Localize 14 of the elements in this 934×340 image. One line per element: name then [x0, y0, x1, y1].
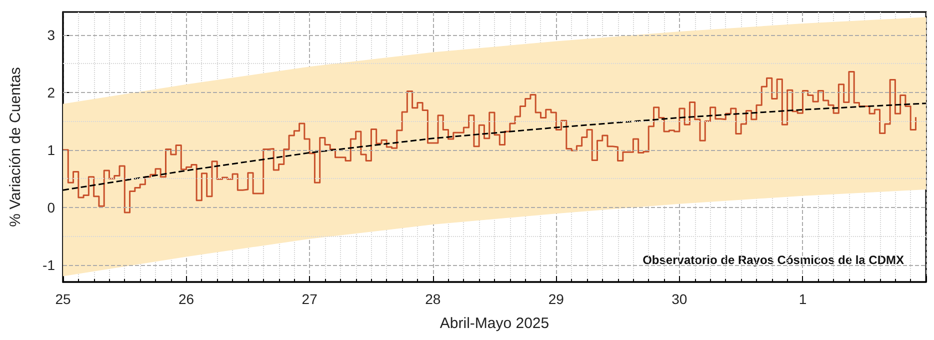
x-tick-label: 25 — [55, 291, 71, 307]
x-tick-label: 26 — [178, 291, 194, 307]
x-tick-label: 30 — [672, 291, 688, 307]
y-axis-title: % Variación de Cuentas — [7, 67, 24, 227]
y-tick-label: 1 — [47, 142, 56, 158]
y-tick-label: 2 — [47, 84, 56, 100]
y-tick-label: -1 — [42, 256, 56, 273]
y-tick-label: 0 — [47, 199, 56, 216]
x-tick-label: 27 — [302, 291, 318, 307]
x-tick-label: 1 — [798, 291, 807, 307]
x-axis-title: Abril-Mayo 2025 — [440, 315, 550, 332]
x-tick-label: 28 — [425, 291, 441, 307]
y-tick-label: 3 — [47, 26, 56, 43]
x-tick-label: 29 — [548, 291, 564, 307]
